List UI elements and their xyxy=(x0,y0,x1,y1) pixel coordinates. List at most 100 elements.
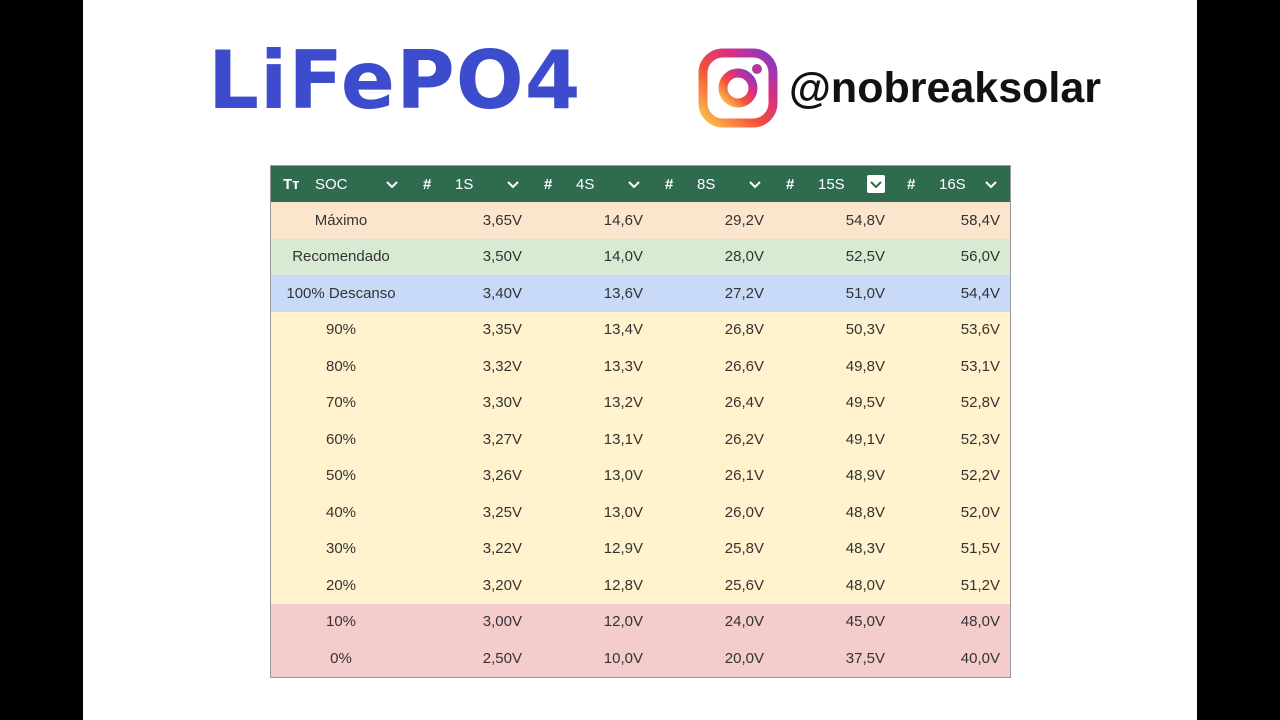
table-cell: 3,30V xyxy=(482,394,522,412)
table-cell: 13,6V xyxy=(603,284,643,302)
column-header[interactable]: #4S xyxy=(532,166,653,202)
table-cell: 12,8V xyxy=(603,576,643,594)
table-cell: 14,0V xyxy=(603,248,643,266)
table-cell: 51,0V xyxy=(845,284,885,302)
table-cell: 40,0V xyxy=(960,649,1000,667)
table-cell: 90% xyxy=(325,321,357,339)
table-cell: 3,50V xyxy=(482,248,522,266)
dropdown-chevron[interactable] xyxy=(383,175,401,193)
table: Tт SOC #1S #4S #8S #15S #16S Máximo 3,65V 14,6V 29… xyxy=(270,165,1011,678)
table-cell: 48,0V xyxy=(960,613,1000,631)
table-cell: 80% xyxy=(325,357,357,375)
table-cell: 52,8V xyxy=(960,394,1000,412)
table-cell: 100% Descanso xyxy=(286,284,396,302)
table-cell: 25,6V xyxy=(724,576,764,594)
table-cell: 3,27V xyxy=(482,430,522,448)
table-cell: 52,5V xyxy=(845,248,885,266)
column-label: 1S xyxy=(455,175,474,193)
column-header[interactable]: #8S xyxy=(653,166,774,202)
table-cell: 12,0V xyxy=(603,613,643,631)
table-cell: 53,6V xyxy=(960,321,1000,339)
table-row: 10% 3,00V 12,0V 24,0V 45,0V 48,0V xyxy=(271,603,1010,640)
column-header[interactable]: Tт SOC xyxy=(271,166,411,202)
column-type-icon: # xyxy=(544,175,553,193)
column-type-icon: # xyxy=(665,175,674,193)
table-cell: 49,5V xyxy=(845,394,885,412)
dropdown-chevron[interactable] xyxy=(867,175,885,193)
column-label: SOC xyxy=(315,175,348,193)
handle: @nobreaksolar xyxy=(789,64,1101,112)
table-cell: 10,0V xyxy=(603,649,643,667)
table-cell: 26,4V xyxy=(724,394,764,412)
table-cell: 27,2V xyxy=(724,284,764,302)
table-cell: 26,2V xyxy=(724,430,764,448)
column-header[interactable]: #16S xyxy=(895,166,1010,202)
table-cell: 3,35V xyxy=(482,321,522,339)
table-row: 50% 3,26V 13,0V 26,1V 48,9V 52,2V xyxy=(271,457,1010,494)
table-cell: 56,0V xyxy=(960,248,1000,266)
table-cell: 50,3V xyxy=(845,321,885,339)
instagram-icon xyxy=(698,48,778,128)
table-cell: 10% xyxy=(325,613,357,631)
column-type-icon: # xyxy=(423,175,432,193)
column-label: 16S xyxy=(939,175,966,193)
table-cell: 13,3V xyxy=(603,357,643,375)
column-type-icon: # xyxy=(786,175,795,193)
table-cell: 3,65V xyxy=(482,211,522,229)
column-type-icon: Tт xyxy=(283,175,300,193)
table-cell: 52,2V xyxy=(960,467,1000,485)
table-row: Máximo 3,65V 14,6V 29,2V 54,8V 58,4V xyxy=(271,202,1010,239)
table-cell: 12,9V xyxy=(603,540,643,558)
table-row: 100% Descanso 3,40V 13,6V 27,2V 51,0V 54,4V xyxy=(271,275,1010,312)
table-cell: 20% xyxy=(325,576,357,594)
table-cell: 2,50V xyxy=(482,649,522,667)
table-cell: 3,32V xyxy=(482,357,522,375)
table-cell: 26,8V xyxy=(724,321,764,339)
table-cell: 0% xyxy=(330,649,352,667)
table-cell: 70% xyxy=(325,394,357,412)
dropdown-chevron[interactable] xyxy=(982,175,1000,193)
column-label: 8S xyxy=(697,175,716,193)
column-header[interactable]: #15S xyxy=(774,166,895,202)
column-header[interactable]: #1S xyxy=(411,166,532,202)
table-cell: 30% xyxy=(325,540,357,558)
table-cell: 3,40V xyxy=(482,284,522,302)
table-cell: 28,0V xyxy=(724,248,764,266)
table-cell: 26,6V xyxy=(724,357,764,375)
dropdown-chevron[interactable] xyxy=(504,175,522,193)
table-cell: 13,0V xyxy=(603,467,643,485)
table-cell: 51,2V xyxy=(960,576,1000,594)
table-cell: 52,3V xyxy=(960,430,1000,448)
table-cell: 25,8V xyxy=(724,540,764,558)
column-label: 4S xyxy=(576,175,595,193)
table-row: 60% 3,27V 13,1V 26,2V 49,1V 52,3V xyxy=(271,421,1010,458)
page: LiFePO4 @nobreaksolar Tт SOC #1S #4S #8S #15S… xyxy=(83,0,1197,720)
table-cell: 26,0V xyxy=(724,503,764,521)
table-row: 40% 3,25V 13,0V 26,0V 48,8V 52,0V xyxy=(271,494,1010,531)
table-cell: 3,26V xyxy=(482,467,522,485)
table-row: 30% 3,22V 12,9V 25,8V 48,3V 51,5V xyxy=(271,530,1010,567)
table-cell: 58,4V xyxy=(960,211,1000,229)
table-cell: 13,2V xyxy=(603,394,643,412)
dropdown-chevron[interactable] xyxy=(746,175,764,193)
table-cell: 54,4V xyxy=(960,284,1000,302)
table-cell: 49,1V xyxy=(845,430,885,448)
table-cell: 52,0V xyxy=(960,503,1000,521)
table-cell: 45,0V xyxy=(845,613,885,631)
table-cell: Máximo xyxy=(314,211,368,229)
table-cell: 48,8V xyxy=(845,503,885,521)
table-cell: 24,0V xyxy=(724,613,764,631)
table-row: Recomendado 3,50V 14,0V 28,0V 52,5V 56,0V xyxy=(271,238,1010,275)
table-cell: 51,5V xyxy=(960,540,1000,558)
table-cell: 14,6V xyxy=(603,211,643,229)
table-row: 80% 3,32V 13,3V 26,6V 49,8V 53,1V xyxy=(271,348,1010,385)
table-row: 90% 3,35V 13,4V 26,8V 50,3V 53,6V xyxy=(271,311,1010,348)
table-cell: Recomendado xyxy=(292,248,390,266)
dropdown-chevron[interactable] xyxy=(625,175,643,193)
header-row: Tт SOC #1S #4S #8S #15S #16S xyxy=(271,166,1010,202)
table-cell: 53,1V xyxy=(960,357,1000,375)
title: LiFePO4 xyxy=(208,34,582,127)
table-cell: 40% xyxy=(325,503,357,521)
table-cell: 3,22V xyxy=(482,540,522,558)
